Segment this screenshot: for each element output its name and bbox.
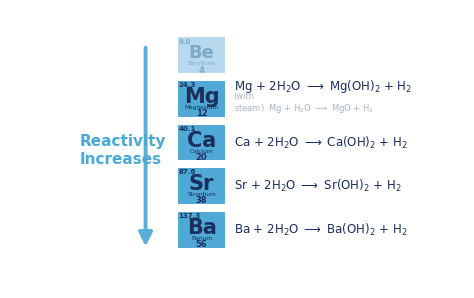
Text: Barium: Barium [191, 236, 212, 241]
Text: Calcium: Calcium [190, 149, 213, 154]
Text: 87.6: 87.6 [178, 170, 195, 176]
Text: 4: 4 [199, 66, 205, 74]
Text: Beryllium: Beryllium [188, 61, 216, 66]
Text: Ba: Ba [187, 218, 217, 238]
Text: Ca: Ca [187, 131, 216, 150]
Text: Sr: Sr [189, 174, 214, 194]
Text: Sr + 2H$_2$O $\longrightarrow$ Sr(OH)$_2$ + H$_2$: Sr + 2H$_2$O $\longrightarrow$ Sr(OH)$_2… [234, 178, 401, 194]
FancyBboxPatch shape [177, 211, 227, 249]
Text: Mg + 2H$_2$O $\longrightarrow$ Mg(OH)$_2$ + H$_2$: Mg + 2H$_2$O $\longrightarrow$ Mg(OH)$_2… [234, 78, 412, 95]
Text: Strontium: Strontium [187, 192, 216, 197]
Text: Be: Be [189, 44, 215, 62]
FancyBboxPatch shape [177, 124, 227, 162]
Text: 24.3: 24.3 [178, 82, 196, 88]
FancyBboxPatch shape [177, 80, 227, 118]
Text: 40.1: 40.1 [178, 126, 196, 132]
FancyBboxPatch shape [177, 36, 227, 74]
FancyBboxPatch shape [177, 167, 227, 205]
Text: 56: 56 [196, 240, 208, 249]
Text: Magnesium: Magnesium [184, 105, 219, 110]
Text: Ba + 2H$_2$O $\longrightarrow$ Ba(OH)$_2$ + H$_2$: Ba + 2H$_2$O $\longrightarrow$ Ba(OH)$_2… [234, 222, 408, 238]
Text: Ca + 2H$_2$O $\longrightarrow$ Ca(OH)$_2$ + H$_2$: Ca + 2H$_2$O $\longrightarrow$ Ca(OH)$_2… [234, 134, 408, 150]
Text: Reactivity
Increases: Reactivity Increases [80, 134, 166, 167]
Text: (with
steam)  Mg + H$_2$O $\longrightarrow$ MgO + H$_2$: (with steam) Mg + H$_2$O $\longrightarro… [234, 91, 374, 115]
Text: 38: 38 [196, 196, 207, 205]
Text: 137.3: 137.3 [178, 213, 201, 219]
Text: Mg: Mg [184, 87, 219, 107]
Text: 12: 12 [196, 109, 208, 118]
Text: 20: 20 [196, 153, 208, 162]
Text: 9.0: 9.0 [178, 39, 191, 45]
